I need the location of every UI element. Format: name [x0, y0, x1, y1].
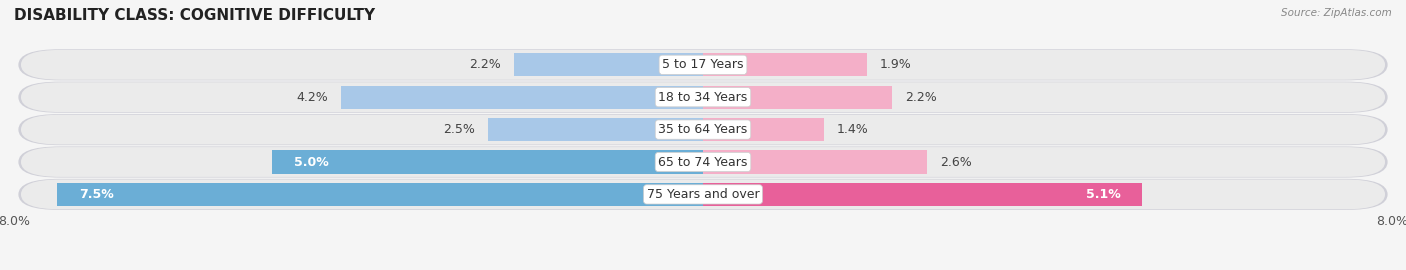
Text: 5.1%: 5.1%: [1085, 188, 1121, 201]
FancyBboxPatch shape: [21, 115, 1385, 144]
Text: 2.2%: 2.2%: [468, 58, 501, 71]
Bar: [703, 118, 824, 141]
FancyBboxPatch shape: [21, 180, 1385, 209]
Text: 7.5%: 7.5%: [79, 188, 114, 201]
Bar: [342, 86, 703, 109]
Text: 1.9%: 1.9%: [880, 58, 911, 71]
Text: 5.0%: 5.0%: [294, 156, 329, 168]
FancyBboxPatch shape: [18, 82, 1388, 113]
Text: 5 to 17 Years: 5 to 17 Years: [662, 58, 744, 71]
FancyBboxPatch shape: [21, 82, 1385, 112]
FancyBboxPatch shape: [18, 179, 1388, 210]
Text: Source: ZipAtlas.com: Source: ZipAtlas.com: [1281, 8, 1392, 18]
Bar: [703, 150, 927, 174]
Bar: [513, 53, 703, 76]
Text: 4.2%: 4.2%: [297, 91, 329, 104]
FancyBboxPatch shape: [18, 114, 1388, 145]
Bar: [58, 183, 703, 206]
Text: 75 Years and over: 75 Years and over: [647, 188, 759, 201]
Bar: [703, 86, 893, 109]
Text: 2.2%: 2.2%: [905, 91, 938, 104]
Bar: [703, 183, 1142, 206]
Text: 35 to 64 Years: 35 to 64 Years: [658, 123, 748, 136]
Bar: [703, 53, 866, 76]
Text: 2.5%: 2.5%: [443, 123, 475, 136]
FancyBboxPatch shape: [21, 50, 1385, 80]
FancyBboxPatch shape: [18, 49, 1388, 80]
FancyBboxPatch shape: [18, 146, 1388, 178]
Text: DISABILITY CLASS: COGNITIVE DIFFICULTY: DISABILITY CLASS: COGNITIVE DIFFICULTY: [14, 8, 375, 23]
Text: 2.6%: 2.6%: [939, 156, 972, 168]
Bar: [273, 150, 703, 174]
FancyBboxPatch shape: [21, 147, 1385, 177]
Text: 1.4%: 1.4%: [837, 123, 869, 136]
Bar: [488, 118, 703, 141]
Text: 18 to 34 Years: 18 to 34 Years: [658, 91, 748, 104]
Text: 65 to 74 Years: 65 to 74 Years: [658, 156, 748, 168]
